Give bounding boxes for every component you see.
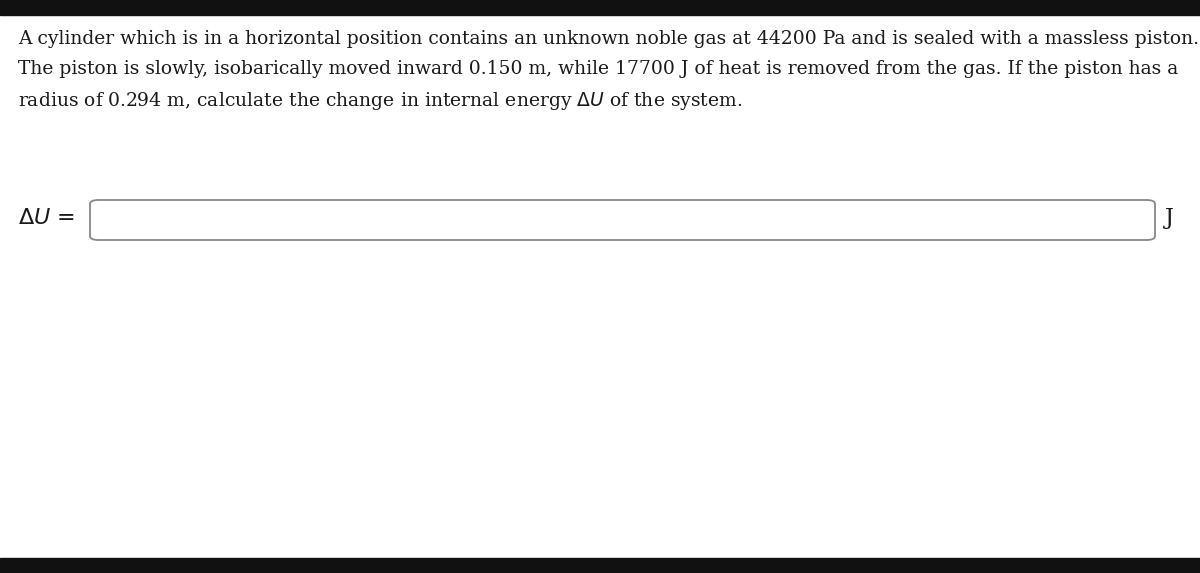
Text: $\mathit{\Delta U}$ =: $\mathit{\Delta U}$ = xyxy=(18,207,74,229)
Text: J: J xyxy=(1165,207,1174,229)
Text: A cylinder which is in a horizontal position contains an unknown noble gas at 44: A cylinder which is in a horizontal posi… xyxy=(18,30,1199,48)
Text: The piston is slowly, isobarically moved inward 0.150 m, while 17700 J of heat i: The piston is slowly, isobarically moved… xyxy=(18,60,1178,78)
Text: radius of 0.294 m, calculate the change in internal energy $\mathit{\Delta U}$ o: radius of 0.294 m, calculate the change … xyxy=(18,90,743,112)
